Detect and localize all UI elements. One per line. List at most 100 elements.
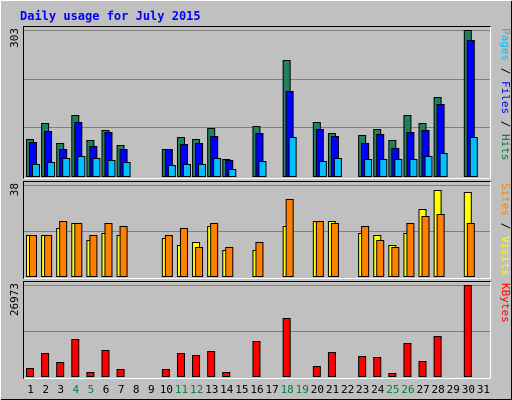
panel-bevel-light xyxy=(24,27,491,179)
bar-pages-day-6 xyxy=(107,160,116,177)
bar-sites-day-26 xyxy=(406,223,415,277)
day-label-20: 20 xyxy=(311,383,324,396)
day-label-1: 1 xyxy=(27,383,34,396)
bar-pages-day-7 xyxy=(122,162,131,177)
day-label-13: 13 xyxy=(205,383,218,396)
day-label-3: 3 xyxy=(57,383,64,396)
bar-sites-day-18 xyxy=(285,199,294,277)
x-axis-labels: 1 2 3 4 5 6 7 8 9 10 11 12 13 14 15 16 17 18 19 20 21 22 23 24 2… xyxy=(27,383,490,396)
bar-sites-day-2 xyxy=(44,235,53,277)
day-label-23: 23 xyxy=(356,383,369,396)
bar-sites-day-10 xyxy=(164,235,173,277)
day-label-6: 6 xyxy=(103,383,110,396)
chart-panels: 303 Pages / Files / Hits 38 Sites / Visits 2… xyxy=(8,26,512,379)
chart-title: Daily usage for July 2015 xyxy=(20,9,201,23)
bar-sites-day-24 xyxy=(376,240,385,277)
panel-legend: Pages / Files / Hits xyxy=(499,28,512,161)
bar-kbytes-day-27 xyxy=(418,361,427,377)
bar-pages-day-5 xyxy=(92,158,101,177)
panel-max-label: 38 xyxy=(8,183,21,196)
bar-kbytes-day-24 xyxy=(373,357,382,377)
bar-sites-day-7 xyxy=(119,226,128,277)
bar-kbytes-day-6 xyxy=(101,350,110,377)
bar-pages-day-2 xyxy=(47,162,56,177)
panel-max-label: 26973 xyxy=(8,283,21,316)
day-label-22: 22 xyxy=(341,383,354,396)
legend-part: / xyxy=(499,216,512,236)
day-label-24: 24 xyxy=(371,383,385,396)
bar-kbytes-day-3 xyxy=(56,362,65,377)
bar-kbytes-day-28 xyxy=(433,336,442,377)
bar-sites-day-4 xyxy=(74,223,83,277)
day-label-8: 8 xyxy=(133,383,140,396)
day-label-14: 14 xyxy=(220,383,234,396)
bar-kbytes-day-5 xyxy=(86,372,95,377)
bar-kbytes-day-26 xyxy=(403,343,412,377)
bar-kbytes-day-16 xyxy=(252,341,261,377)
bar-sites-day-20 xyxy=(315,221,324,277)
day-label-10: 10 xyxy=(160,383,173,396)
bar-sites-day-28 xyxy=(436,214,445,277)
day-label-19: 19 xyxy=(296,383,309,396)
bar-kbytes-day-7 xyxy=(116,369,125,377)
bar-pages-day-26 xyxy=(409,159,418,177)
bar-sites-day-27 xyxy=(421,216,430,277)
bar-sites-day-16 xyxy=(255,242,264,277)
bar-pages-day-4 xyxy=(77,156,86,177)
bar-kbytes-day-13 xyxy=(207,351,216,377)
bar-sites-day-14 xyxy=(225,247,234,277)
panel-kbytes: 26973 KBytes xyxy=(8,281,512,379)
day-label-4: 4 xyxy=(73,383,80,396)
bar-pages-day-24 xyxy=(379,159,388,177)
day-label-9: 9 xyxy=(148,383,155,396)
bar-sites-day-25 xyxy=(391,247,400,277)
bar-kbytes-day-11 xyxy=(176,353,185,377)
bar-pages-day-20 xyxy=(318,161,327,177)
legend-part: / xyxy=(499,114,512,134)
bar-pages-day-11 xyxy=(182,164,191,177)
bar-kbytes-day-20 xyxy=(312,366,321,377)
legend-part: Pages xyxy=(499,28,512,61)
bar-sites-day-23 xyxy=(361,226,370,277)
legend-part: KBytes xyxy=(499,283,512,323)
bar-sites-day-30 xyxy=(466,223,475,277)
bar-kbytes-day-10 xyxy=(161,369,170,377)
panel-legend: KBytes xyxy=(499,283,512,323)
day-label-18: 18 xyxy=(281,383,294,396)
bar-kbytes-day-25 xyxy=(388,373,397,377)
bar-sites-day-11 xyxy=(179,228,188,277)
bar-pages-day-10 xyxy=(167,165,176,177)
legend-part: Sites xyxy=(499,183,512,216)
day-label-12: 12 xyxy=(190,383,203,396)
bar-sites-day-5 xyxy=(89,235,98,277)
bar-kbytes-day-18 xyxy=(282,318,291,377)
bar-sites-day-6 xyxy=(104,223,113,277)
day-label-2: 2 xyxy=(42,383,49,396)
day-label-21: 21 xyxy=(326,383,339,396)
bar-sites-day-13 xyxy=(210,223,219,277)
bar-sites-day-12 xyxy=(195,247,204,277)
day-label-16: 16 xyxy=(250,383,263,396)
day-label-5: 5 xyxy=(88,383,95,396)
bar-pages-day-21 xyxy=(333,158,342,177)
bar-pages-day-1 xyxy=(32,164,40,177)
bar-pages-day-28 xyxy=(439,153,448,177)
legend-part: / xyxy=(499,61,512,81)
bar-kbytes-day-12 xyxy=(192,355,201,377)
day-label-28: 28 xyxy=(432,383,445,396)
bar-pages-day-14 xyxy=(228,169,237,177)
bar-kbytes-day-2 xyxy=(41,353,50,377)
day-label-31: 31 xyxy=(477,383,490,396)
bar-sites-day-1 xyxy=(29,235,37,277)
bar-pages-day-27 xyxy=(424,156,433,177)
day-label-17: 17 xyxy=(265,383,278,396)
legend-part: Visits xyxy=(499,236,512,276)
bar-kbytes-day-21 xyxy=(327,352,336,377)
day-label-29: 29 xyxy=(447,383,460,396)
panel-bevel-dark xyxy=(23,26,491,179)
day-label-25: 25 xyxy=(386,383,399,396)
legend-part: Files xyxy=(499,81,512,114)
bar-pages-day-13 xyxy=(213,158,222,177)
